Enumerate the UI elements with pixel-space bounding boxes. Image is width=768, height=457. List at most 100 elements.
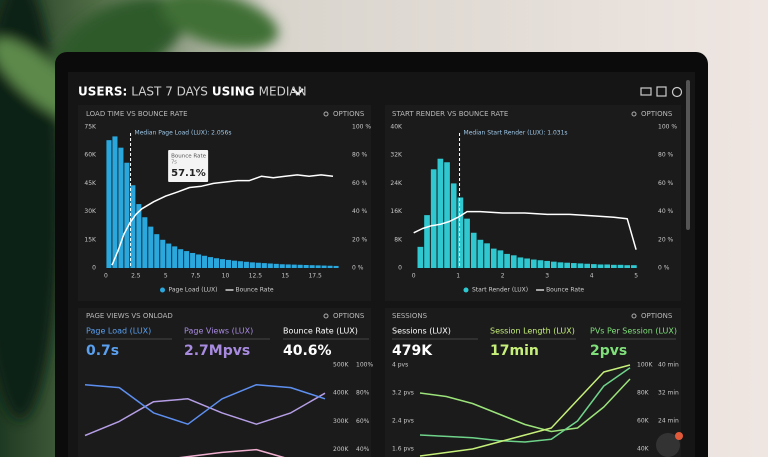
line (413, 210, 637, 250)
kpi-value: 2pvs (590, 343, 627, 359)
options-button[interactable]: OPTIONS (333, 312, 365, 320)
bar (172, 246, 178, 268)
header-title: MEDIAN (259, 85, 307, 99)
kpi-label: Page Views (LUX) (184, 327, 253, 336)
line (419, 364, 631, 457)
bar (309, 265, 315, 268)
y3-tick-label: 40 min (658, 362, 679, 369)
y-tick-label: 500K (333, 362, 349, 369)
y2-tick-label: 40K (637, 446, 650, 453)
line (84, 383, 326, 425)
bar (450, 183, 457, 268)
bar (530, 259, 537, 268)
bar (118, 147, 124, 268)
line (84, 392, 326, 437)
dropdown-arrow[interactable] (292, 88, 304, 96)
bar (333, 265, 339, 268)
legend-label: Page Load (LUX) (169, 287, 218, 294)
bar (297, 264, 303, 268)
kpi-value: 2.7Mpvs (184, 343, 250, 359)
line (111, 174, 334, 266)
kpi-label: Page Load (LUX) (86, 327, 151, 336)
y2-tick-label: 100 % (352, 124, 371, 131)
scrollbar[interactable] (686, 80, 690, 230)
options-button[interactable]: OPTIONS (641, 110, 673, 118)
bar (219, 259, 226, 268)
bar (437, 158, 444, 268)
bar (470, 232, 477, 268)
options-button[interactable]: OPTIONS (641, 312, 673, 320)
help-icon[interactable] (671, 86, 683, 98)
kpi-label: PVs Per Session (LUX) (590, 327, 677, 336)
x-tick-label: 1 (456, 273, 460, 280)
bar (490, 248, 497, 268)
chat-button[interactable] (656, 433, 680, 457)
y2-tick-label: 80 % (352, 152, 368, 159)
x-tick-label: 17.5 (308, 273, 322, 280)
bar (444, 162, 450, 268)
y3-tick-label: 32 min (658, 390, 679, 397)
bar (321, 265, 327, 268)
y2-tick-label: 60K (637, 418, 650, 425)
bar (537, 260, 544, 268)
y2-tick-label: 40% (356, 446, 370, 453)
monitor-icon[interactable] (640, 87, 652, 96)
panel-title: LOAD TIME VS BOUNCE RATE (86, 110, 188, 118)
y2-tick-label: 20 % (658, 236, 674, 243)
bar (261, 263, 267, 268)
bar (273, 263, 279, 268)
bar (524, 258, 530, 268)
y-tick-label: 40K (390, 124, 403, 131)
x-tick-label: 2.5 (131, 273, 141, 280)
x-tick-label: 5 (634, 273, 638, 280)
legend-label: Bounce Rate (546, 287, 584, 294)
bar (208, 257, 214, 268)
bar (202, 255, 208, 268)
bar (166, 243, 172, 268)
tooltip (168, 150, 209, 182)
y-tick-label: 8K (394, 236, 403, 243)
bar (557, 262, 564, 268)
y-tick-label: 2.4 pvs (392, 418, 414, 425)
y-tick-label: 15K (84, 236, 97, 243)
line (419, 378, 631, 433)
kpi-label: Sessions (LUX) (392, 327, 451, 336)
bar (178, 249, 184, 268)
image-icon[interactable] (656, 86, 667, 97)
bar (464, 218, 470, 268)
y-tick-label: 60K (84, 152, 97, 159)
x-tick-label: 0 (104, 273, 108, 280)
bar (142, 217, 148, 268)
bar (184, 251, 190, 268)
median-label: Median Page Load (LUX): 2.056s (135, 130, 232, 137)
bar (148, 226, 154, 268)
y-tick-label: 300K (333, 418, 349, 425)
header-title: USING (212, 85, 255, 99)
bar (417, 246, 424, 268)
bar (124, 162, 130, 268)
x-tick-label: 7.5 (191, 273, 201, 280)
y-tick-label: 45K (84, 180, 97, 187)
y2-tick-label: 100% (356, 362, 373, 369)
bar (213, 258, 220, 268)
y3-tick-label: 24 min (658, 418, 679, 425)
kpi-label: Bounce Rate (LUX) (283, 327, 358, 336)
y-tick-label: 24K (390, 180, 403, 187)
panel-title: SESSIONS (392, 312, 428, 320)
kpi-value: 17min (490, 343, 539, 359)
y-tick-label: 1.6 pvs (392, 446, 414, 453)
panel-title: PAGE VIEWS VS ONLOAD (86, 312, 173, 320)
legend-label: Bounce Rate (235, 287, 273, 294)
options-button[interactable]: OPTIONS (333, 110, 365, 118)
bar (424, 215, 430, 268)
y2-tick-label: 100K (637, 362, 653, 369)
y-tick-label: 30K (84, 208, 97, 215)
x-tick-label: 4 (590, 273, 594, 280)
bar (517, 257, 524, 268)
legend-swatch (160, 287, 165, 293)
bar (457, 197, 464, 268)
bar (631, 265, 637, 268)
y-tick-label: 0 (398, 265, 402, 272)
bar (243, 261, 249, 268)
